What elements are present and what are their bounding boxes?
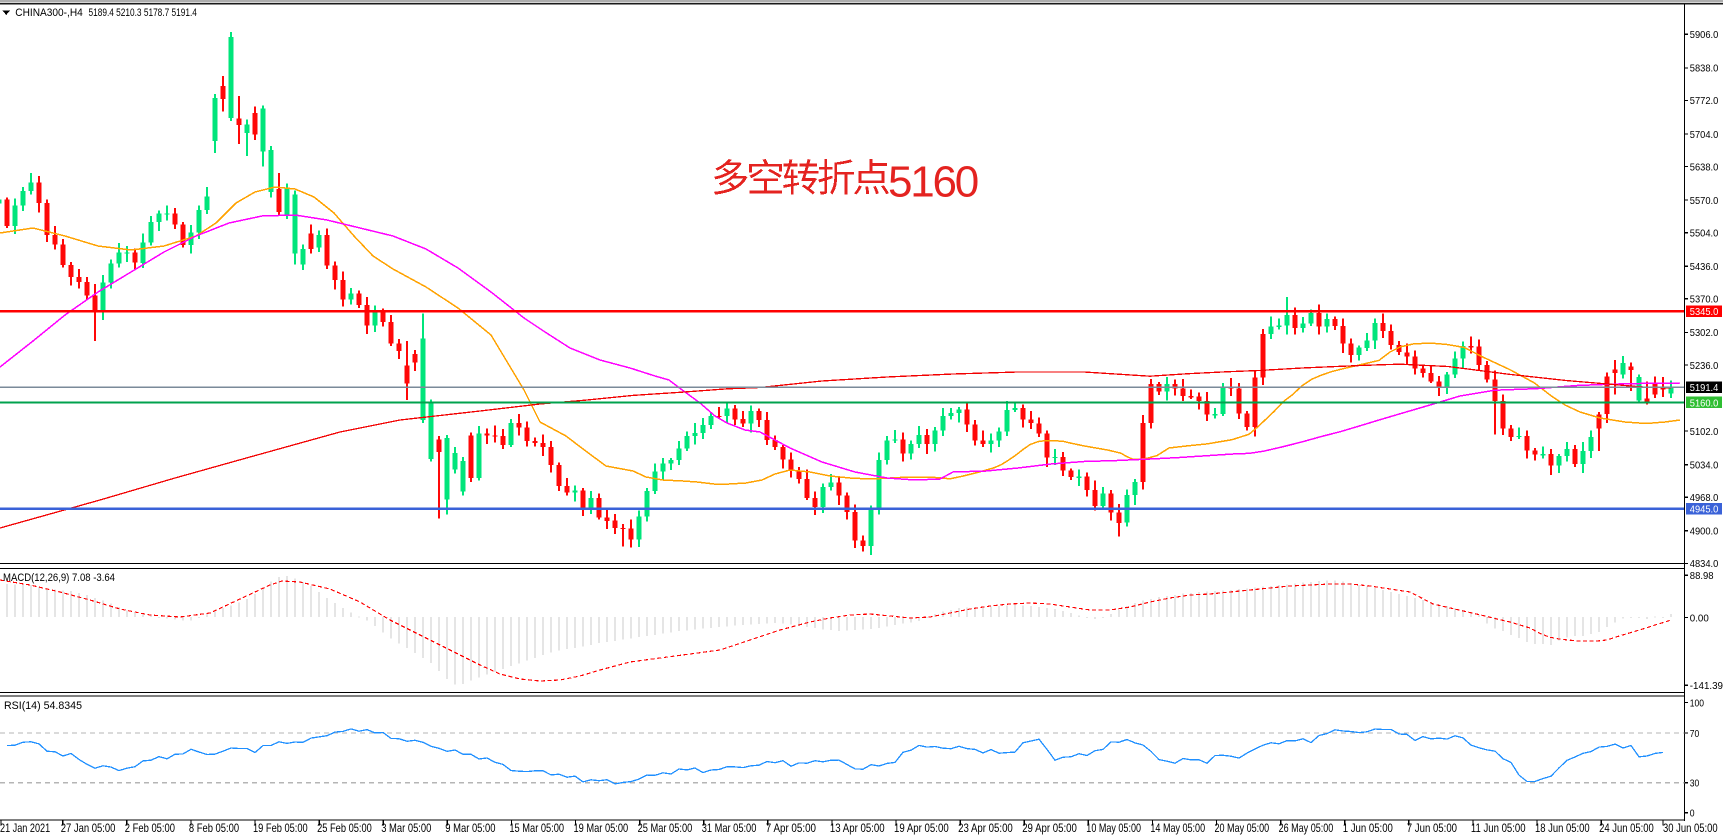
svg-text:3 Mar 05:00: 3 Mar 05:00 bbox=[381, 821, 431, 835]
svg-text:29 Apr 05:00: 29 Apr 05:00 bbox=[1022, 821, 1077, 835]
svg-text:MACD(12,26,9) 7.08 -3.64: MACD(12,26,9) 7.08 -3.64 bbox=[3, 572, 115, 584]
svg-text:30 Jun 05:00: 30 Jun 05:00 bbox=[1663, 821, 1718, 835]
svg-text:RSI(14) 54.8345: RSI(14) 54.8345 bbox=[4, 700, 82, 712]
svg-text:5370.0: 5370.0 bbox=[1690, 295, 1719, 306]
svg-text:19 Feb 05:00: 19 Feb 05:00 bbox=[253, 821, 308, 835]
svg-text:5302.0: 5302.0 bbox=[1690, 328, 1719, 339]
svg-text:7 Apr 05:00: 7 Apr 05:00 bbox=[766, 821, 816, 835]
svg-text:19 Apr 05:00: 19 Apr 05:00 bbox=[894, 821, 949, 835]
svg-text:100: 100 bbox=[1690, 698, 1704, 709]
svg-text:5504.0: 5504.0 bbox=[1690, 229, 1719, 240]
svg-text:1 Jun 05:00: 1 Jun 05:00 bbox=[1343, 821, 1393, 835]
svg-text:2 Feb 05:00: 2 Feb 05:00 bbox=[125, 821, 175, 835]
svg-text:0: 0 bbox=[1690, 809, 1695, 820]
svg-text:4900.0: 4900.0 bbox=[1690, 527, 1719, 538]
svg-text:24 Jun 05:00: 24 Jun 05:00 bbox=[1599, 821, 1654, 835]
svg-text:14 May 05:00: 14 May 05:00 bbox=[1150, 821, 1205, 835]
svg-text:70: 70 bbox=[1690, 729, 1700, 740]
svg-text:CHINA300-,H4: CHINA300-,H4 bbox=[15, 7, 83, 19]
svg-text:25 Mar 05:00: 25 Mar 05:00 bbox=[638, 821, 693, 835]
svg-text:5102.0: 5102.0 bbox=[1690, 427, 1719, 438]
svg-text:5838.0: 5838.0 bbox=[1690, 64, 1719, 75]
svg-text:9 Mar 05:00: 9 Mar 05:00 bbox=[445, 821, 495, 835]
svg-text:4945.0: 4945.0 bbox=[1690, 504, 1719, 515]
svg-text:8 Feb 05:00: 8 Feb 05:00 bbox=[189, 821, 239, 835]
svg-text:20 May 05:00: 20 May 05:00 bbox=[1215, 821, 1270, 835]
svg-text:15 Mar 05:00: 15 Mar 05:00 bbox=[509, 821, 564, 835]
svg-text:5704.0: 5704.0 bbox=[1690, 130, 1719, 141]
svg-text:4834.0: 4834.0 bbox=[1690, 559, 1719, 570]
svg-text:-141.39: -141.39 bbox=[1690, 681, 1723, 692]
svg-text:0.00: 0.00 bbox=[1690, 613, 1709, 624]
svg-text:23 Apr 05:00: 23 Apr 05:00 bbox=[958, 821, 1013, 835]
svg-text:4968.0: 4968.0 bbox=[1690, 493, 1719, 504]
svg-text:21 Jan 2021: 21 Jan 2021 bbox=[0, 821, 50, 835]
svg-text:30: 30 bbox=[1690, 779, 1700, 790]
svg-text:11 Jun 05:00: 11 Jun 05:00 bbox=[1471, 821, 1526, 835]
svg-text:10 May 05:00: 10 May 05:00 bbox=[1086, 821, 1141, 835]
svg-text:5906.0: 5906.0 bbox=[1690, 30, 1719, 41]
svg-text:5034.0: 5034.0 bbox=[1690, 461, 1719, 472]
svg-text:26 May 05:00: 26 May 05:00 bbox=[1279, 821, 1334, 835]
svg-text:5160: 5160 bbox=[888, 158, 978, 207]
svg-text:5345.0: 5345.0 bbox=[1690, 307, 1719, 318]
svg-text:5772.0: 5772.0 bbox=[1690, 96, 1719, 107]
svg-text:5570.0: 5570.0 bbox=[1690, 196, 1719, 207]
svg-text:5191.4: 5191.4 bbox=[1690, 383, 1719, 394]
svg-text:5236.0: 5236.0 bbox=[1690, 361, 1719, 372]
svg-text:5160.0: 5160.0 bbox=[1690, 398, 1719, 409]
svg-text:7 Jun 05:00: 7 Jun 05:00 bbox=[1407, 821, 1457, 835]
svg-text:5638.0: 5638.0 bbox=[1690, 162, 1719, 173]
svg-text:31 Mar 05:00: 31 Mar 05:00 bbox=[702, 821, 757, 835]
svg-text:13 Apr 05:00: 13 Apr 05:00 bbox=[830, 821, 885, 835]
svg-text:19 Mar 05:00: 19 Mar 05:00 bbox=[574, 821, 629, 835]
svg-text:25 Feb 05:00: 25 Feb 05:00 bbox=[317, 821, 372, 835]
svg-text:88.98: 88.98 bbox=[1690, 571, 1714, 582]
svg-text:5189.4 5210.3 5178.7 5191.4: 5189.4 5210.3 5178.7 5191.4 bbox=[89, 7, 197, 19]
svg-text:18 Jun 05:00: 18 Jun 05:00 bbox=[1535, 821, 1590, 835]
svg-text:5436.0: 5436.0 bbox=[1690, 262, 1719, 273]
svg-text:27 Jan 05:00: 27 Jan 05:00 bbox=[61, 821, 116, 835]
